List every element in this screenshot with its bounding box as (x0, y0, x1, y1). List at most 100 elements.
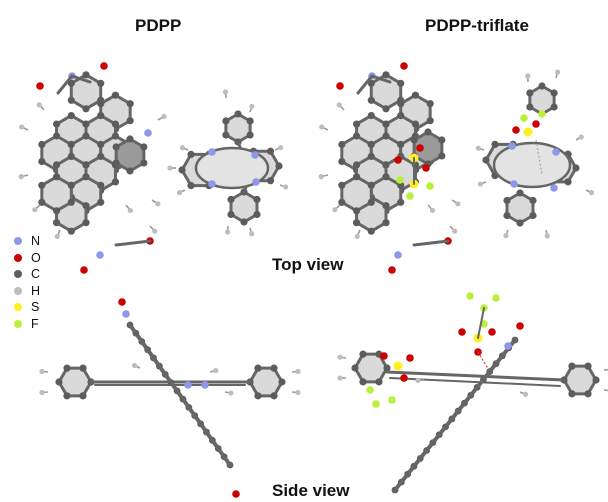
atom-h (522, 391, 529, 397)
carbon-atom (82, 71, 90, 79)
carbon-atom (529, 211, 537, 220)
carbon-atom (270, 392, 278, 400)
carbon-atom (227, 195, 235, 204)
fused-ring (40, 175, 73, 213)
legend-dot-o (14, 253, 22, 262)
aromatic-ring (248, 366, 284, 398)
carbon-atom (112, 159, 120, 167)
carbon-atom (222, 117, 230, 125)
phenyl-ring (528, 84, 556, 116)
legend-dot-s (14, 303, 22, 312)
carbon-atom (82, 202, 90, 210)
legend-item-h: H (14, 283, 62, 300)
carbon-atom (397, 140, 405, 149)
atom-o (394, 156, 402, 164)
macrocycle-core (194, 146, 270, 190)
carbon-atom (438, 136, 446, 144)
atom-h (415, 377, 421, 384)
element-legend: N O C H S F (14, 233, 62, 332)
carbon-atom (568, 362, 576, 370)
atom-o (488, 328, 496, 336)
carbon-atom (352, 120, 361, 128)
carbon-atom (79, 364, 87, 372)
atom-o (388, 266, 396, 274)
atom-h (54, 233, 60, 240)
atom-h (429, 207, 436, 213)
carbon-atom (126, 100, 134, 108)
carbon-atom (352, 207, 361, 215)
atom-h (578, 134, 584, 140)
carbon-atom (367, 79, 375, 87)
atom-h (337, 375, 343, 381)
atom-h (318, 174, 324, 180)
bond (385, 370, 566, 382)
atom-h (36, 102, 42, 108)
carbon-atom (234, 110, 242, 118)
bond (412, 239, 450, 247)
atom-h (295, 368, 301, 375)
atom-h (18, 174, 24, 180)
atom-o (336, 82, 344, 90)
atom-o (118, 298, 126, 306)
carbon-atom (426, 117, 434, 125)
carbon-atom (67, 79, 75, 87)
pdpp-triflate-top-view-structure (318, 62, 595, 274)
carbon-atom (397, 79, 405, 87)
atom-n (96, 251, 104, 259)
atom-h (336, 102, 342, 108)
carbon-atom (246, 131, 254, 139)
carbon-atom (359, 378, 367, 386)
carbon-atom (67, 112, 75, 120)
carbon-atom (266, 147, 275, 155)
carbon-atom (266, 177, 275, 185)
carbon-atom (367, 152, 375, 160)
legend-label-f: F (31, 316, 39, 331)
carbon-atom (126, 135, 134, 143)
legend-label-c: C (31, 267, 41, 282)
atom-o (458, 328, 466, 336)
carbon-atom (526, 103, 534, 111)
atom-h (176, 189, 183, 196)
atom-n (552, 148, 560, 156)
carbon-atom (538, 82, 546, 90)
carbon-atom (187, 150, 195, 159)
carbon-atom (227, 210, 235, 219)
bond (477, 307, 485, 339)
pdpp-title: PDPP (135, 16, 182, 35)
bond (393, 480, 404, 492)
atom-h (332, 207, 338, 213)
carbon-atom (240, 218, 248, 226)
carbon-atom (67, 140, 75, 149)
carbon-atom (97, 140, 105, 149)
pdpp-side-view-structure (39, 298, 301, 498)
atom-n (251, 151, 259, 159)
carbon-atom (397, 100, 405, 108)
atom-h (39, 389, 45, 396)
fused-ring (340, 175, 373, 213)
carbon-atom (97, 112, 105, 120)
carbon-atom (411, 120, 420, 128)
carbon-atom (352, 132, 361, 140)
atom-n (208, 180, 216, 188)
atom-h (152, 228, 158, 234)
atom-n (504, 342, 512, 350)
atom-o (416, 144, 424, 152)
side-view-label: Side view (272, 481, 350, 500)
atom-h (544, 233, 550, 239)
carbon-atom (111, 91, 120, 99)
carbon-atom (67, 181, 75, 189)
bond (56, 74, 74, 95)
atom-h (277, 145, 284, 151)
pdpp-triflate-title: PDPP-triflate (425, 16, 529, 35)
carbon-atom (97, 152, 105, 160)
bond (356, 74, 374, 95)
atom-f (388, 396, 396, 404)
carbon-atom (52, 161, 61, 169)
carbon-atom (382, 71, 390, 79)
carbon-atom (572, 164, 580, 172)
macrocycle-core (492, 141, 572, 189)
atom-n (201, 381, 209, 389)
carbon-atom (397, 198, 405, 206)
carbon-atom (140, 159, 148, 167)
